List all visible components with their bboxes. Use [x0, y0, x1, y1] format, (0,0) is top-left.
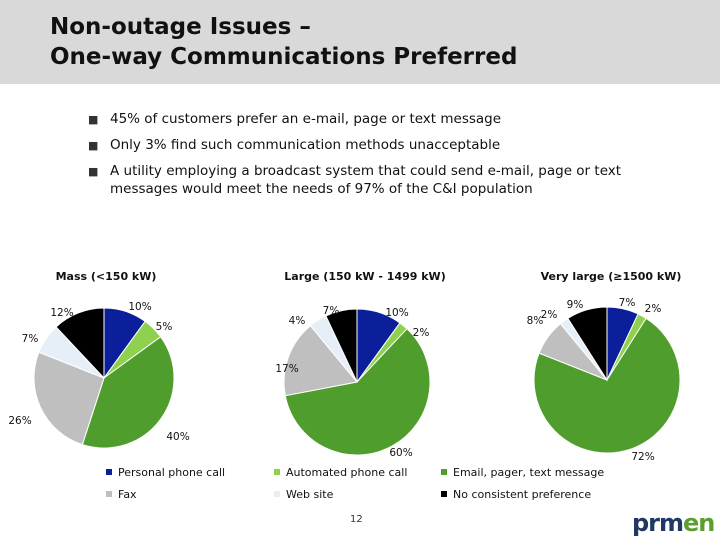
- bullet-list: ■ 45% of customers prefer an e-mail, pag…: [88, 110, 688, 206]
- square-bullet-icon: ■: [88, 165, 99, 178]
- pie-slice: [533, 317, 681, 454]
- title-banner: Non-outage Issues – One-way Communicatio…: [0, 0, 720, 84]
- data-label: 10%: [128, 301, 151, 313]
- data-label: 2%: [645, 303, 662, 315]
- legend-label: Fax: [118, 488, 137, 501]
- legend-label: Email, pager, text message: [453, 466, 605, 479]
- legend-swatch: [441, 469, 447, 475]
- bullet-item: ■ 45% of customers prefer an e-mail, pag…: [88, 110, 688, 128]
- legend-label: Personal phone call: [118, 466, 226, 479]
- legend-label: Web site: [286, 488, 334, 501]
- legend-item-fax: Fax: [106, 488, 137, 501]
- bullet-text: 45% of customers prefer an e-mail, page …: [110, 111, 502, 127]
- chart-title: Mass (<150 kW): [56, 270, 157, 283]
- page-title: Non-outage Issues – One-way Communicatio…: [50, 12, 517, 72]
- legend-swatch: [274, 469, 280, 475]
- legend-label: Automated phone call: [286, 466, 408, 479]
- data-label: 8%: [527, 315, 544, 327]
- data-label: 9%: [567, 299, 584, 311]
- legend-swatch: [274, 491, 280, 497]
- legend-item-automated-phone-call: Automated phone call: [274, 466, 407, 479]
- square-bullet-icon: ■: [88, 113, 99, 126]
- pie-slice: [325, 308, 358, 383]
- bullet-item: ■ Only 3% find such communication method…: [88, 136, 688, 154]
- chart-title: Very large (≥1500 kW): [541, 270, 682, 283]
- pie-slice: [33, 351, 105, 446]
- bullet-item: ■ A utility employing a broadcast system…: [88, 162, 688, 198]
- pie-slice: [81, 336, 175, 449]
- legend-item-personal-phone-call: Personal phone call: [106, 466, 225, 479]
- legend-swatch: [106, 491, 112, 497]
- title-line-1: Non-outage Issues –: [50, 14, 311, 40]
- pie-slice: [283, 325, 358, 397]
- data-label: 40%: [166, 431, 189, 443]
- legend-item-no-consistent-preference: No consistent preference: [441, 488, 591, 501]
- legend-swatch: [106, 469, 112, 475]
- pie-slice: [284, 328, 431, 456]
- legend-label: No consistent preference: [453, 488, 592, 501]
- pie-chart: Very large (≥1500 kW)7% 2%72%8%2%9%: [527, 270, 682, 462]
- data-label: 26%: [8, 415, 31, 427]
- data-label: 4%: [289, 315, 306, 327]
- chart-title: Large (150 kW - 1499 kW): [284, 270, 445, 283]
- bullet-text: A utility employing a broadcast system t…: [110, 163, 622, 197]
- logo-text-accent: en: [683, 509, 715, 537]
- bullet-text: Only 3% find such communication methods …: [110, 137, 501, 153]
- pie-charts: Mass (<150 kW) 10% 5% 40% 26% 7% 12% Large (150…: [8, 270, 682, 462]
- title-line-2: One-way Communications Preferred: [50, 44, 518, 70]
- data-label: 72%: [631, 451, 654, 462]
- data-label: 17%: [275, 363, 298, 375]
- data-label: 2%: [413, 327, 430, 339]
- legend-swatch: [441, 491, 447, 497]
- data-label: 60%: [389, 447, 412, 459]
- data-label: 10%: [385, 307, 408, 319]
- pie-chart: Mass (<150 kW) 10% 5% 40% 26% 7% 12%: [8, 270, 190, 449]
- logo-text-main: prm: [632, 509, 684, 537]
- pie-chart: Large (150 kW - 1499 kW) 10% 2% 60% 17% 4% 7%: [275, 270, 445, 459]
- prmen-logo: prmen: [632, 509, 715, 537]
- data-label: 5%: [156, 321, 173, 333]
- square-bullet-icon: ■: [88, 139, 99, 152]
- data-label: 2%: [541, 309, 558, 321]
- pie-slice: [567, 306, 608, 382]
- data-label: 7%: [619, 297, 636, 309]
- data-label: 12%: [50, 307, 73, 319]
- data-label: 7%: [323, 305, 340, 317]
- legend-item-web-site: Web site: [274, 488, 333, 501]
- pie-slice: [55, 307, 105, 380]
- data-label: 7%: [22, 333, 39, 345]
- page-number: 12: [350, 514, 363, 525]
- legend-item-email-pager-text: Email, pager, text message: [441, 466, 604, 479]
